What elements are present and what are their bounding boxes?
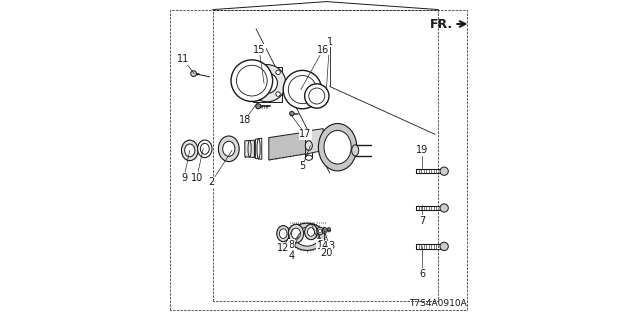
Polygon shape xyxy=(255,138,262,159)
Ellipse shape xyxy=(305,141,312,150)
Ellipse shape xyxy=(280,229,287,238)
Circle shape xyxy=(236,65,268,96)
Ellipse shape xyxy=(324,229,326,232)
Ellipse shape xyxy=(184,144,195,157)
Ellipse shape xyxy=(307,228,314,236)
Text: 11: 11 xyxy=(177,54,189,64)
Ellipse shape xyxy=(305,224,317,240)
Text: 2: 2 xyxy=(208,177,214,188)
Circle shape xyxy=(256,104,261,109)
Circle shape xyxy=(231,60,273,101)
Ellipse shape xyxy=(292,228,301,239)
Circle shape xyxy=(248,65,285,102)
Ellipse shape xyxy=(276,226,289,242)
Circle shape xyxy=(440,167,449,175)
Text: 8: 8 xyxy=(288,240,294,250)
Text: 9: 9 xyxy=(181,172,187,183)
Polygon shape xyxy=(306,129,323,154)
Circle shape xyxy=(257,73,278,93)
Text: 5: 5 xyxy=(300,161,305,172)
Text: 17: 17 xyxy=(300,129,312,140)
Ellipse shape xyxy=(200,143,209,154)
Text: 6: 6 xyxy=(419,268,426,279)
Ellipse shape xyxy=(295,228,319,246)
Text: 14: 14 xyxy=(317,241,330,252)
Text: 20: 20 xyxy=(320,248,333,258)
Text: 4: 4 xyxy=(288,251,294,261)
Text: T7S4A0910A: T7S4A0910A xyxy=(410,299,467,308)
Circle shape xyxy=(276,92,280,96)
Ellipse shape xyxy=(323,228,327,233)
Circle shape xyxy=(254,70,259,75)
Text: 10: 10 xyxy=(191,172,203,183)
Text: 1: 1 xyxy=(326,36,333,47)
Ellipse shape xyxy=(328,229,330,231)
Ellipse shape xyxy=(324,131,351,164)
Ellipse shape xyxy=(319,229,322,233)
Circle shape xyxy=(290,111,294,116)
Circle shape xyxy=(191,71,196,76)
Ellipse shape xyxy=(218,136,239,162)
Circle shape xyxy=(440,204,449,212)
Ellipse shape xyxy=(305,155,312,160)
Circle shape xyxy=(305,84,329,108)
Circle shape xyxy=(254,92,259,96)
Circle shape xyxy=(309,88,325,104)
Text: FR.: FR. xyxy=(430,18,453,30)
Ellipse shape xyxy=(288,224,304,243)
Text: 12: 12 xyxy=(277,243,289,253)
Ellipse shape xyxy=(317,227,323,235)
Ellipse shape xyxy=(352,145,359,156)
Ellipse shape xyxy=(182,140,198,161)
Polygon shape xyxy=(253,67,282,102)
Ellipse shape xyxy=(223,141,235,156)
Circle shape xyxy=(440,242,449,251)
Ellipse shape xyxy=(319,124,357,171)
Text: 16: 16 xyxy=(317,44,330,55)
Text: 13: 13 xyxy=(323,241,336,252)
Text: 19: 19 xyxy=(416,145,429,156)
Text: 18: 18 xyxy=(239,115,251,125)
Circle shape xyxy=(283,70,321,109)
Text: 15: 15 xyxy=(253,44,266,55)
Polygon shape xyxy=(245,140,254,157)
Ellipse shape xyxy=(198,140,212,158)
Ellipse shape xyxy=(290,223,325,250)
Polygon shape xyxy=(269,132,307,160)
Circle shape xyxy=(276,70,280,75)
Text: 7: 7 xyxy=(419,216,426,226)
Ellipse shape xyxy=(248,140,252,157)
Ellipse shape xyxy=(257,139,260,159)
Circle shape xyxy=(288,76,316,104)
Ellipse shape xyxy=(328,228,331,232)
Text: 3: 3 xyxy=(317,240,323,250)
